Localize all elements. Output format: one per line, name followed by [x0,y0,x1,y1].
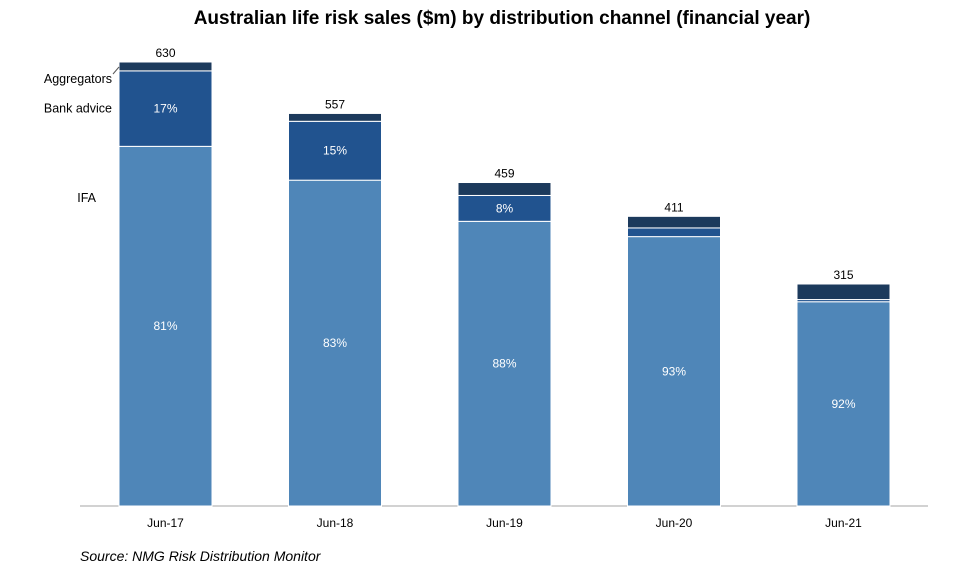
bar-segment-ifa-jun-17 [118,145,213,507]
bar-segment-aggregators-jun-21 [796,283,891,301]
series-label-bank-advice: Bank advice [44,102,112,116]
series-label-ifa: IFA [77,191,96,205]
bar-segment-ifa-jun-20 [627,236,721,507]
bar-segment-bank-advice-jun-20 [627,227,721,238]
bar-segment-aggregators-jun-18 [288,112,382,122]
bar-segment-ifa-jun-21 [796,301,891,507]
total-label-jun-17: 630 [155,46,175,60]
segment-label-ifa-jun-17: 81% [153,319,177,333]
total-label-jun-18: 557 [325,97,345,111]
series-label-aggregators: Aggregators [44,72,112,86]
chart-title: Australian life risk sales ($m) by distr… [194,8,811,29]
bar-segment-aggregators-jun-20 [627,215,721,229]
bar-segment-bank-advice-jun-17 [118,70,213,147]
bar-segment-aggregators-jun-19 [457,182,552,196]
bar-segment-bank-advice-jun-19 [457,194,552,222]
bar-segment-aggregators-jun-17 [118,61,213,72]
x-tick-label-jun-18: Jun-18 [317,516,354,530]
bar-segment-ifa-jun-18 [288,179,382,507]
total-label-jun-19: 459 [494,167,514,181]
segment-label-ifa-jun-19: 88% [492,357,516,371]
bars-group [118,61,891,507]
source-note: Source: NMG Risk Distribution Monitor [80,548,322,564]
x-tick-label-jun-21: Jun-21 [825,516,862,530]
bar-segment-bank-advice-jun-18 [288,120,382,181]
segment-label-ifa-jun-21: 92% [831,397,855,411]
segment-label-ifa-jun-20: 93% [662,364,686,378]
aggregators-leader-line [112,66,120,75]
segment-label-bank-advice-jun-17: 17% [153,102,177,116]
x-tick-label-jun-20: Jun-20 [656,516,693,530]
total-label-jun-20: 411 [664,200,683,214]
bar-segment-ifa-jun-19 [457,220,552,507]
legend-group: IFA Bank advice Aggregators [44,66,120,205]
x-tick-label-jun-17: Jun-17 [147,516,184,530]
segment-label-bank-advice-jun-19: 8% [496,201,514,215]
labels-group: 81% 17% 630 Jun-17 83% 15% 557 Jun-18 88% 8% 459 Ju… [147,46,862,530]
segment-label-bank-advice-jun-18: 15% [323,144,347,158]
x-tick-label-jun-19: Jun-19 [486,516,523,530]
segment-label-ifa-jun-18: 83% [323,336,347,350]
total-label-jun-21: 315 [833,268,853,282]
